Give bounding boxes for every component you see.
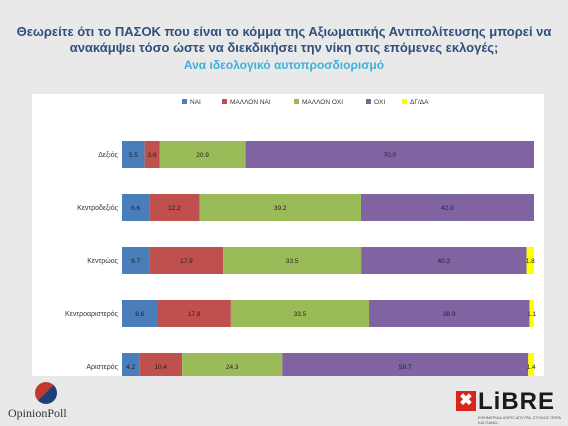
category-label: Αριστερός: [86, 363, 118, 371]
data-label: 70.0: [383, 152, 396, 159]
data-label: 38.9: [443, 311, 456, 318]
bar-segment: [159, 141, 246, 168]
bar-segment: [282, 353, 529, 376]
chart-title: Θεωρείτε ότι το ΠΑΣΟΚ που είναι το κόμμα…: [0, 24, 568, 56]
data-label: 10.4: [154, 364, 167, 371]
bar-segment: [122, 247, 150, 274]
bar-segment: [528, 353, 534, 376]
data-label: 1.8: [526, 258, 535, 265]
data-label: 39.2: [274, 205, 287, 212]
bar-segment: [369, 300, 530, 327]
bar-segment: [139, 353, 183, 376]
libre-logo-icon: ✖: [456, 391, 476, 411]
chart-subtitle: Ανα ιδεολογικό αυτοπροσδιορισμό: [183, 58, 385, 72]
opinionpoll-logo-text: OpinionPoll: [8, 406, 67, 420]
legend-label-3: ΟΧΙ: [374, 99, 385, 106]
bar-segment: [361, 247, 527, 274]
bar-segment: [182, 353, 283, 376]
bar-segment: [122, 353, 140, 376]
category-label: Δεξιός: [98, 151, 118, 159]
data-label: 8.6: [135, 311, 144, 318]
libre-logo-tagline: ΕΦΗΜΕΡΙΔΑ ΧΩΡΙΣ ΑΓΚΥΡΑ, ΣΤΟΧΟΣ ΠΕΡΑ ΚΑΙ …: [478, 415, 561, 425]
data-label: 17.9: [180, 258, 193, 265]
stacked-bar-chart: ΝΑΙ ΜΑΛΛΟΝ ΝΑΙ ΜΑΛΛΟΝ ΟΧΙ ΟΧΙ ΔΓ/ΔΑ Δεξιός 5.5…: [65, 99, 537, 376]
legend-label-1: ΜΑΛΛΟΝ ΝΑΙ: [230, 99, 271, 106]
legend-swatch-2: [294, 99, 299, 104]
bar-segment: [144, 141, 160, 168]
bar-segment: [149, 247, 224, 274]
category-label: Κεντροδεξιός: [77, 204, 119, 212]
bar-segment: [149, 194, 200, 221]
bar-segment: [526, 247, 534, 274]
data-label: 12.2: [168, 205, 181, 212]
data-label: 4.2: [126, 364, 135, 371]
chart-title-line1: Θεωρείτε ότι το ΠΑΣΟΚ που είναι το κόμμα…: [16, 24, 552, 39]
legend-label-2: ΜΑΛΛΟΝ ΟΧΙ: [302, 99, 343, 106]
data-label: 17.8: [188, 311, 201, 318]
legend-swatch-0: [182, 99, 187, 104]
legend-swatch-4: [402, 99, 407, 104]
opinionpoll-logo: OpinionPoll: [8, 382, 88, 422]
data-label: 33.5: [294, 311, 307, 318]
bar-segment: [230, 300, 370, 327]
data-label: 24.3: [226, 364, 239, 371]
chart-panel: ΝΑΙ ΜΑΛΛΟΝ ΝΑΙ ΜΑΛΛΟΝ ΟΧΙ ΟΧΙ ΔΓ/ΔΑ Δεξιός 5.5…: [32, 94, 544, 376]
category-label: Κεντρώος: [87, 257, 118, 265]
data-label: 5.5: [129, 152, 138, 159]
data-label: 1.1: [527, 311, 536, 318]
legend-label-0: ΝΑΙ: [190, 99, 201, 106]
data-label: 40.2: [438, 258, 451, 265]
bar-segment: [360, 194, 534, 221]
bar-segment: [122, 141, 145, 168]
data-label: 6.7: [131, 258, 140, 265]
data-label: 33.5: [286, 258, 299, 265]
bar-segment: [199, 194, 361, 221]
bar-segment: [529, 300, 534, 327]
data-label: 3.6: [148, 152, 157, 159]
data-label: 20.9: [196, 152, 209, 159]
legend-swatch-3: [366, 99, 371, 104]
chart-title-line2: ανακάμψει τόσο ώστε να διεκδικήσει την ν…: [69, 40, 499, 55]
bar-segment: [122, 194, 150, 221]
bar-segment: [157, 300, 231, 327]
data-label: 1.4: [527, 364, 536, 371]
bar-segment: [223, 247, 362, 274]
data-label: 59.7: [399, 364, 412, 371]
legend-swatch-1: [222, 99, 227, 104]
data-label: 6.6: [131, 205, 140, 212]
category-label: Κεντροαριστερός: [65, 310, 119, 318]
data-label: 42.0: [441, 205, 454, 212]
libre-logo-text: LiBRE: [478, 388, 555, 415]
bar-segment: [245, 141, 534, 168]
legend-label-4: ΔΓ/ΔΑ: [410, 99, 429, 106]
libre-logo: ✖ LiBRE ΕΦΗΜΕΡΙΔΑ ΧΩΡΙΣ ΑΓΚΥΡΑ, ΣΤΟΧΟΣ Π…: [456, 388, 562, 425]
opinionpoll-logo-icon: [35, 382, 57, 404]
bar-segment: [122, 300, 158, 327]
